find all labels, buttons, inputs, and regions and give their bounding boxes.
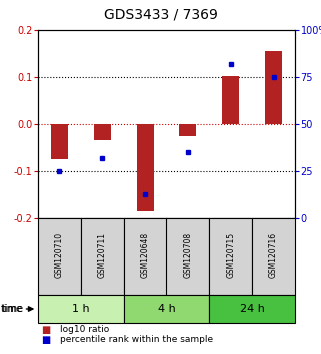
Text: ■: ■: [41, 335, 50, 346]
Text: GSM120711: GSM120711: [98, 232, 107, 278]
Text: GSM120710: GSM120710: [55, 232, 64, 278]
Text: 4 h: 4 h: [158, 304, 175, 314]
Bar: [124, 295, 209, 323]
Bar: [252, 218, 295, 295]
Bar: [38, 218, 81, 295]
Bar: [124, 218, 167, 295]
Text: 1 h: 1 h: [72, 304, 90, 314]
Text: ■: ■: [41, 325, 50, 335]
Text: GSM120648: GSM120648: [141, 232, 150, 278]
Bar: [81, 218, 124, 295]
Text: time: time: [1, 304, 23, 314]
Text: time: time: [2, 304, 24, 314]
Bar: [209, 295, 295, 323]
Bar: [179, 124, 196, 136]
Bar: [136, 124, 154, 211]
Text: GDS3433 / 7369: GDS3433 / 7369: [104, 8, 217, 22]
Bar: [38, 295, 124, 323]
Text: log10 ratio: log10 ratio: [60, 325, 110, 334]
Bar: [167, 218, 209, 295]
Text: GSM120715: GSM120715: [226, 232, 235, 278]
Bar: [51, 124, 68, 159]
Text: percentile rank within the sample: percentile rank within the sample: [60, 335, 213, 344]
Bar: [222, 76, 239, 124]
Bar: [265, 51, 282, 124]
Text: GSM120708: GSM120708: [183, 232, 192, 278]
Text: GSM120716: GSM120716: [269, 232, 278, 278]
Bar: [94, 124, 111, 141]
Bar: [209, 218, 252, 295]
Text: 24 h: 24 h: [240, 304, 265, 314]
